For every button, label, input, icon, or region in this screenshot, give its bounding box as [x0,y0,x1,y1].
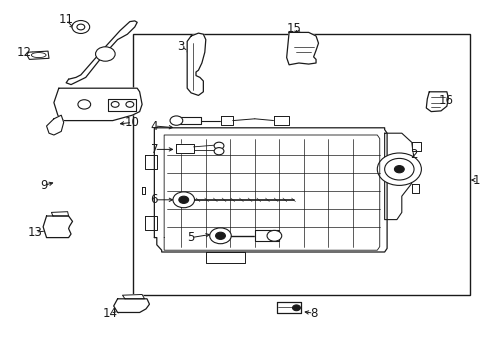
Text: 11: 11 [59,13,74,26]
Text: 15: 15 [287,22,301,35]
Polygon shape [66,21,137,85]
Circle shape [96,47,115,61]
Polygon shape [412,142,421,151]
Text: 16: 16 [439,94,453,107]
Text: 8: 8 [310,307,318,320]
Circle shape [126,102,134,107]
Polygon shape [43,216,73,238]
Polygon shape [114,299,149,312]
Polygon shape [145,216,157,230]
Text: 12: 12 [17,46,32,59]
Circle shape [173,192,195,208]
Polygon shape [145,155,157,169]
Polygon shape [54,88,142,121]
Polygon shape [206,252,245,263]
Circle shape [210,228,231,244]
Circle shape [214,142,224,149]
Polygon shape [154,128,387,252]
Circle shape [78,100,91,109]
Circle shape [111,102,119,107]
Polygon shape [287,32,318,65]
Bar [133,34,470,295]
Circle shape [377,153,421,185]
Polygon shape [176,144,194,153]
Circle shape [170,116,183,125]
Polygon shape [187,33,206,95]
Polygon shape [51,212,69,216]
Polygon shape [385,133,414,220]
Circle shape [385,158,414,180]
Text: 6: 6 [150,193,158,206]
Circle shape [72,21,90,33]
Polygon shape [412,184,419,193]
Polygon shape [274,116,289,125]
Polygon shape [47,115,64,135]
Text: 13: 13 [28,226,43,239]
Polygon shape [426,92,448,112]
Polygon shape [277,302,301,313]
Text: 2: 2 [410,148,418,161]
Circle shape [293,305,300,311]
Text: 10: 10 [125,116,140,129]
Text: 4: 4 [150,120,158,132]
Circle shape [77,24,85,30]
Polygon shape [255,230,279,241]
Text: 7: 7 [150,143,158,156]
Circle shape [267,230,282,241]
Text: 1: 1 [472,174,480,186]
Polygon shape [27,51,49,59]
Ellipse shape [31,53,46,58]
Text: 14: 14 [103,307,118,320]
Text: 5: 5 [187,231,195,244]
Polygon shape [108,99,136,111]
Circle shape [216,232,225,239]
Polygon shape [122,294,145,299]
Polygon shape [220,116,233,125]
Text: 3: 3 [177,40,185,53]
Polygon shape [176,117,201,124]
Circle shape [214,148,224,155]
Circle shape [179,196,189,203]
Polygon shape [142,187,145,194]
Text: 9: 9 [40,179,48,192]
Circle shape [394,166,404,173]
